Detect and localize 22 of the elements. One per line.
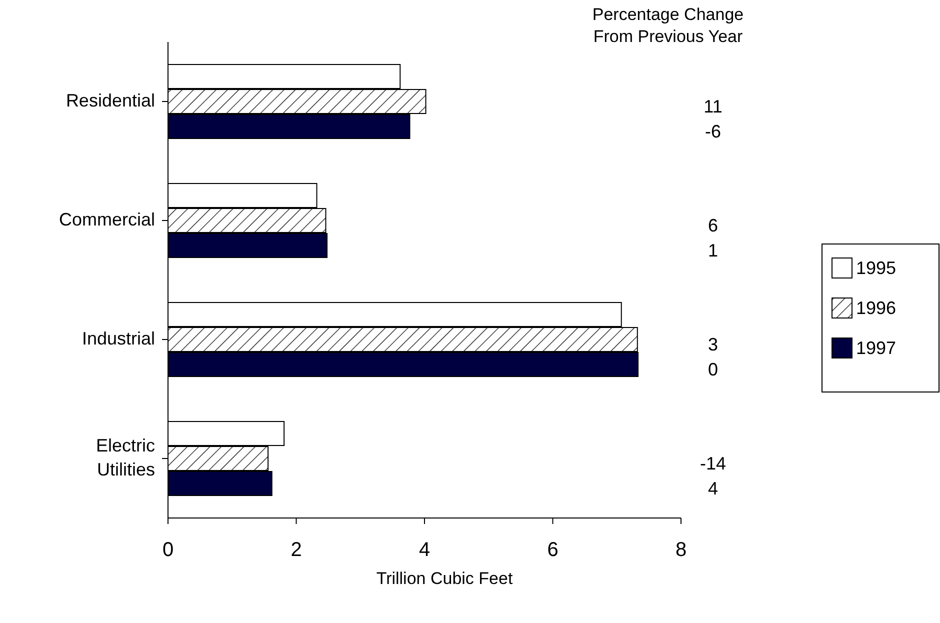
text: 11 <box>704 96 722 116</box>
text: 4 <box>708 478 718 498</box>
text: 1 <box>708 240 718 260</box>
annotation: Percentage Change From Previous Year <box>592 5 744 46</box>
x-tick-label: 4 <box>418 539 430 561</box>
x-tick-label: 6 <box>547 539 558 561</box>
text: 0 <box>708 359 718 380</box>
y-tick-label: Industrial <box>82 328 155 348</box>
legend-label: 1997 <box>856 338 896 358</box>
y-tick-label: Electric Utilities <box>96 435 155 480</box>
legend-label: 1995 <box>856 258 896 278</box>
x-axis-title: Trillion Cubic Feet <box>376 569 513 588</box>
y-tick-label: Commercial <box>58 209 155 230</box>
x-tick-label: 0 <box>162 539 174 561</box>
x-tick-label: 2 <box>290 539 302 561</box>
text: -14 <box>700 453 726 474</box>
legend-label: 1996 <box>856 298 896 318</box>
x-tick-label: 8 <box>675 539 687 561</box>
text: 6 <box>708 215 718 236</box>
text: 3 <box>708 334 718 354</box>
y-tick-label: Residential <box>66 90 155 110</box>
text: -6 <box>704 121 722 142</box>
